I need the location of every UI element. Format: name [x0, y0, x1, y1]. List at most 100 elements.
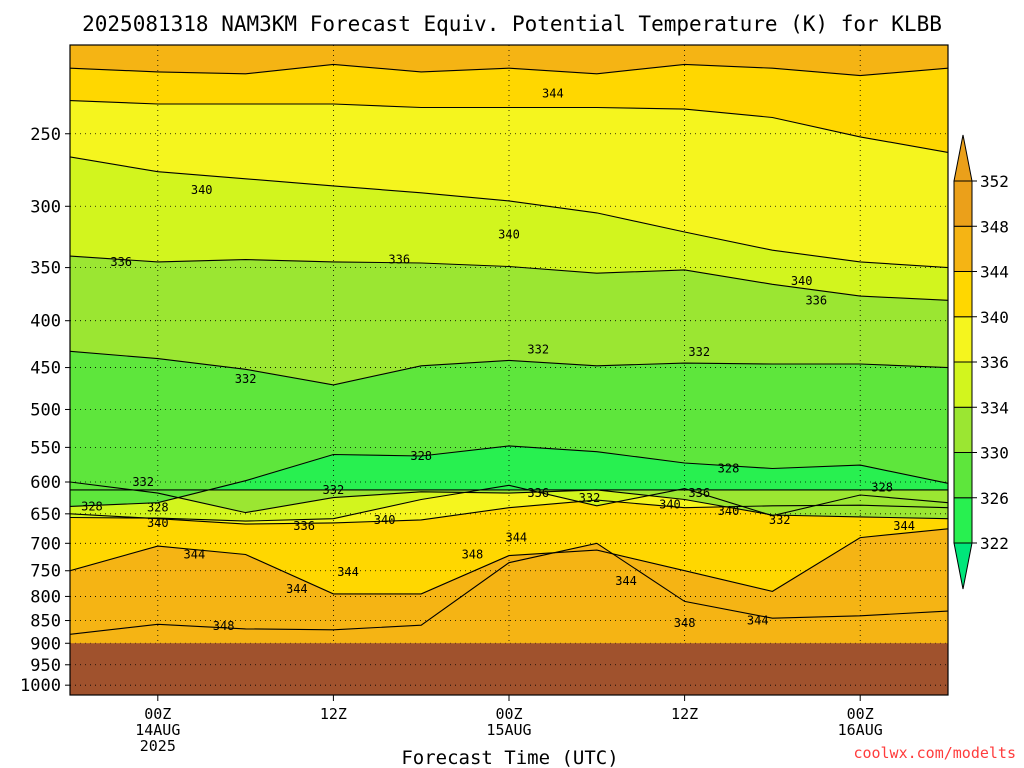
colorbar-label: 322	[980, 534, 1009, 553]
fill-344-top	[70, 45, 948, 153]
y-tick-label: 600	[30, 473, 61, 493]
colorbar-swatch	[953, 361, 973, 408]
colorbar-label: 330	[980, 444, 1009, 463]
contour-label: 336	[110, 255, 132, 269]
contour-label: 328	[81, 499, 103, 513]
colorbar-label: 344	[980, 263, 1009, 282]
x-tick-label: 00Z	[495, 705, 522, 723]
contour-label: 344	[184, 548, 206, 562]
contour-label: 344	[505, 531, 527, 545]
contour-label: 344	[286, 582, 308, 596]
contour-label: 332	[235, 372, 257, 386]
contour-label: 328	[871, 480, 893, 494]
contour-348-10	[70, 542, 948, 635]
contour-label: 332	[579, 491, 601, 505]
contour-label: 332	[527, 342, 549, 356]
colorbar-bottom-arrow	[953, 542, 973, 590]
y-tick-label: 800	[30, 587, 61, 607]
y-tick-label: 1000	[20, 676, 61, 696]
contour-label: 344	[893, 519, 915, 533]
contour-label: 328	[410, 449, 432, 463]
y-tick-label: 650	[30, 505, 61, 525]
contour-label: 340	[147, 516, 169, 530]
colorbar-swatch	[953, 225, 973, 272]
contour-label: 348	[674, 616, 696, 630]
colorbar-label: 352	[980, 172, 1009, 191]
y-tick-label: 550	[30, 438, 61, 458]
contour-label: 332	[769, 513, 791, 527]
chart-title: 2025081318 NAM3KM Forecast Equiv. Potent…	[82, 12, 942, 36]
colorbar-top-arrow	[953, 134, 973, 182]
terrain-mask	[70, 643, 948, 695]
y-tick-label: 350	[30, 259, 61, 279]
colorbar-label: 334	[980, 398, 1009, 417]
y-tick-label: 850	[30, 612, 61, 632]
x-tick-label: 12Z	[320, 705, 347, 723]
contour-label: 340	[791, 274, 813, 288]
contour-label: 340	[374, 513, 396, 527]
contour-label: 348	[213, 619, 235, 633]
colorbar-swatch	[953, 271, 973, 318]
x-tick-label: 12Z	[671, 705, 698, 723]
contour-348-11	[70, 63, 948, 77]
y-axis: 2503003504004505005506006507007508008509…	[20, 125, 70, 696]
colorbar-swatch	[953, 406, 973, 453]
colorbar: 322 326 330 334 336 340 344 348 352	[953, 134, 1009, 590]
x-tick-label: 15AUG	[486, 721, 531, 739]
colorbar-swatch	[953, 497, 973, 544]
colorbar-label: 336	[980, 353, 1009, 372]
y-tick-label: 300	[30, 197, 61, 217]
x-tick-label: 16AUG	[838, 721, 883, 739]
contour-label: 340	[191, 183, 213, 197]
y-tick-label: 400	[30, 312, 61, 332]
colorbar-swatch	[953, 180, 973, 227]
x-tick-label: 2025	[140, 737, 176, 755]
colorbar-label: 348	[980, 217, 1009, 236]
contour-label: 332	[323, 483, 345, 497]
x-axis-label: Forecast Time (UTC)	[401, 747, 618, 768]
contour-label: 344	[615, 574, 637, 588]
contour-label: 332	[688, 345, 710, 359]
contour-336-4	[70, 255, 948, 301]
contour-label: 344	[337, 565, 359, 579]
x-tick-label: 00Z	[144, 705, 171, 723]
contour-label: 344	[542, 87, 564, 101]
contour-332-3	[70, 481, 948, 520]
contour-344-8	[70, 100, 948, 153]
contour-label: 336	[688, 486, 710, 500]
colorbar-swatch	[953, 452, 973, 499]
contour-340-7	[70, 499, 948, 525]
contour-label: 340	[659, 498, 681, 512]
contour-label: 336	[293, 519, 315, 533]
theta-e-fill-layers	[70, 45, 948, 695]
x-tick-label: 00Z	[847, 705, 874, 723]
contour-label: 344	[747, 614, 769, 628]
y-tick-label: 450	[30, 359, 61, 379]
credit-text: coolwx.com/modelts	[853, 744, 1016, 762]
y-tick-label: 500	[30, 400, 61, 420]
contour-label: 340	[498, 227, 520, 241]
colorbar-label: 326	[980, 489, 1009, 508]
contour-label: 348	[462, 548, 484, 562]
gridlines	[70, 45, 948, 695]
colorbar-swatch	[953, 316, 973, 363]
x-tick-label: 14AUG	[135, 721, 180, 739]
contour-label: 340	[718, 504, 740, 518]
contour-label: 328	[718, 462, 740, 476]
y-tick-label: 250	[30, 125, 61, 145]
y-tick-label: 700	[30, 534, 61, 554]
contour-label: 336	[805, 293, 827, 307]
contour-label: 328	[147, 501, 169, 515]
y-tick-label: 950	[30, 656, 61, 676]
theta-e-contours	[70, 63, 948, 635]
contour-label: 336	[527, 486, 549, 500]
y-tick-label: 900	[30, 634, 61, 654]
y-tick-label: 750	[30, 562, 61, 582]
contour-label: 332	[132, 475, 154, 489]
contour-label: 336	[388, 253, 410, 267]
colorbar-label: 340	[980, 308, 1009, 327]
